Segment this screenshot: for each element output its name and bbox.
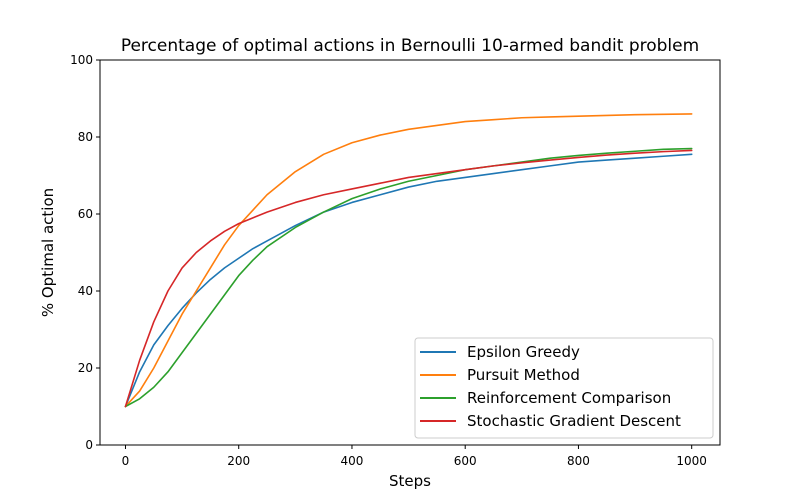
- x-tick-label: 0: [122, 454, 130, 468]
- x-axis-label: Steps: [389, 472, 431, 490]
- x-tick-label: 600: [454, 454, 477, 468]
- x-tick-label: 400: [341, 454, 364, 468]
- legend-label: Pursuit Method: [467, 366, 580, 384]
- series-line-2: [124, 113, 693, 408]
- y-tick-label: 0: [85, 438, 93, 452]
- y-tick-label: 20: [78, 361, 93, 375]
- legend-box: [414, 337, 714, 439]
- y-tick-label: 80: [78, 130, 93, 144]
- y-tick-label: 40: [78, 284, 93, 298]
- x-tick-label: 1000: [676, 454, 707, 468]
- y-tick-label: 100: [70, 53, 93, 67]
- plot-frame: [99, 59, 721, 446]
- y-axis-label: % Optimal action: [39, 188, 57, 317]
- y-axis: 0 20 40 60 80 100: [70, 53, 100, 452]
- series-line-1: [124, 153, 693, 408]
- x-axis: 0 200 400 600 800 1000: [122, 445, 707, 468]
- chart-title: Percentage of optimal actions in Bernoul…: [121, 36, 699, 56]
- legend-label: Epsilon Greedy: [467, 343, 580, 361]
- legend-items: Epsilon Greedy Pursuit Method Reinforcemen…: [420, 343, 681, 430]
- series-lines: [124, 113, 693, 408]
- plot-area: [99, 59, 721, 446]
- series-line-3: [124, 147, 693, 408]
- y-tick-label: 60: [78, 207, 93, 221]
- x-tick-label: 200: [227, 454, 250, 468]
- x-tick-label: 800: [567, 454, 590, 468]
- legend-label: Reinforcement Comparison: [467, 389, 671, 407]
- legend-label: Stochastic Gradient Descent: [467, 412, 681, 430]
- series-line-4: [124, 149, 693, 408]
- legend: Epsilon Greedy Pursuit Method Reinforcemen…: [414, 337, 714, 439]
